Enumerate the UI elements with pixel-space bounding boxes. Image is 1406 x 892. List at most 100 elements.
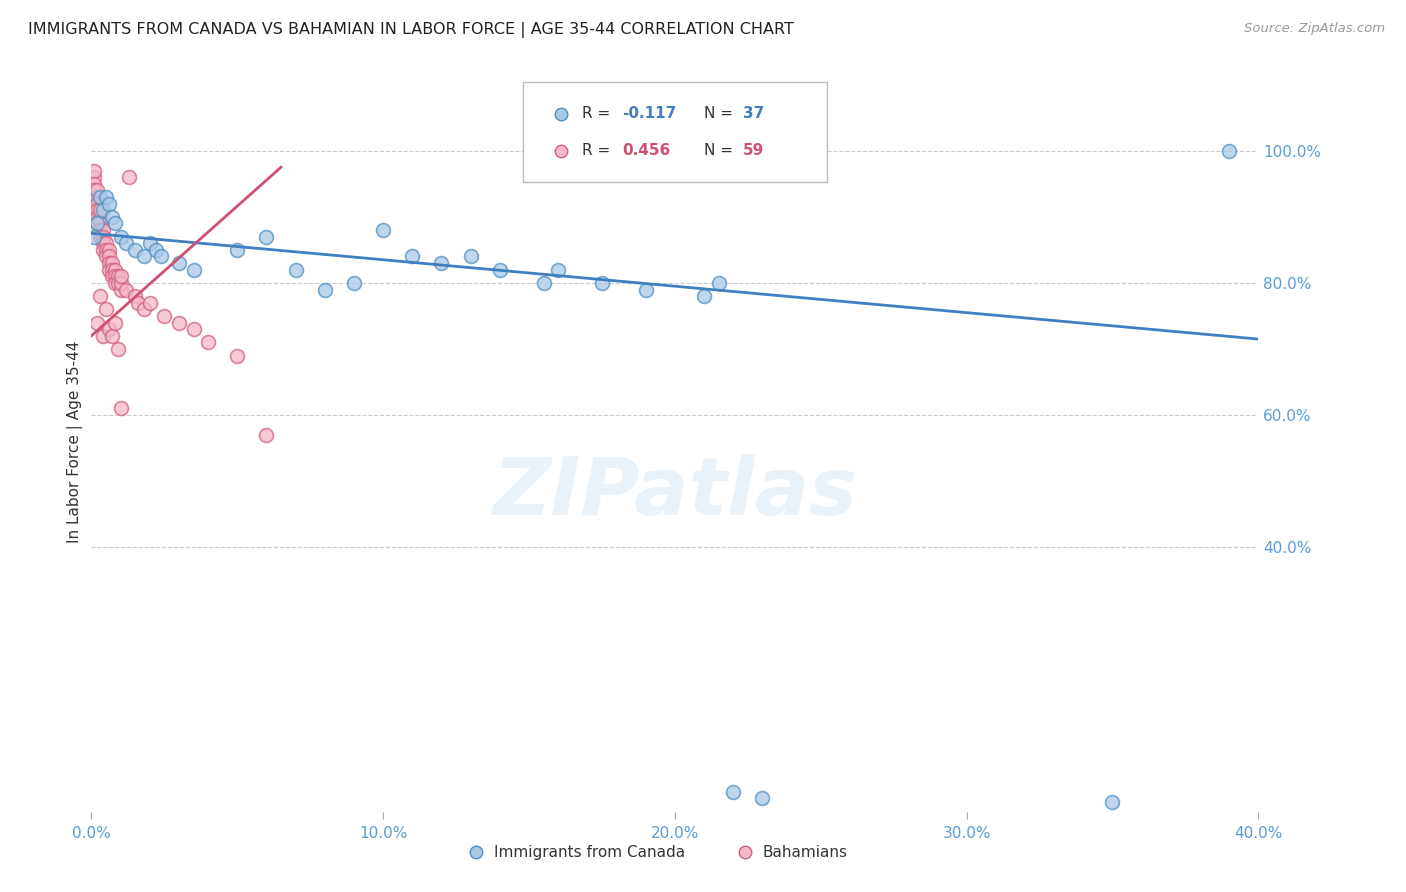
Point <box>107 269 129 284</box>
Point <box>101 328 124 343</box>
Point <box>723 785 745 799</box>
Point <box>547 262 569 277</box>
Point <box>145 243 167 257</box>
Point <box>86 190 108 204</box>
Point <box>89 203 111 218</box>
Point <box>83 229 105 244</box>
Point <box>101 269 124 284</box>
Point <box>86 316 108 330</box>
Point <box>371 223 394 237</box>
Point <box>89 289 111 303</box>
Text: R =: R = <box>582 106 614 121</box>
Point <box>97 196 120 211</box>
Point <box>489 262 512 277</box>
Point <box>104 269 127 284</box>
Point <box>226 349 249 363</box>
Point <box>167 316 190 330</box>
Point <box>83 183 105 197</box>
Point <box>138 236 162 251</box>
Point <box>591 276 613 290</box>
Point <box>254 428 277 442</box>
Point <box>150 250 173 264</box>
Point <box>101 256 124 270</box>
Point <box>110 283 132 297</box>
Point <box>115 283 138 297</box>
Point <box>91 236 114 251</box>
Point <box>91 229 114 244</box>
Point <box>91 328 114 343</box>
Point <box>343 276 366 290</box>
Point <box>91 203 114 218</box>
Text: ZIPatlas: ZIPatlas <box>492 454 858 533</box>
Point <box>226 243 249 257</box>
Text: 0.456: 0.456 <box>623 143 671 158</box>
Point <box>132 302 155 317</box>
Point <box>101 262 124 277</box>
Point <box>1101 795 1123 809</box>
Text: Source: ZipAtlas.com: Source: ZipAtlas.com <box>1244 22 1385 36</box>
Point <box>127 295 149 310</box>
Point <box>94 250 117 264</box>
Point <box>89 210 111 224</box>
Point <box>94 190 117 204</box>
Point <box>1218 144 1240 158</box>
Point <box>167 256 190 270</box>
Point <box>83 170 105 185</box>
Point <box>183 262 205 277</box>
Point <box>94 302 117 317</box>
Point <box>430 256 453 270</box>
Point <box>97 256 120 270</box>
Point <box>115 236 138 251</box>
Text: N =: N = <box>704 143 738 158</box>
Point <box>153 309 176 323</box>
Point <box>101 210 124 224</box>
Point <box>110 269 132 284</box>
Point <box>110 276 132 290</box>
Text: Bahamians: Bahamians <box>762 845 848 860</box>
Point <box>132 250 155 264</box>
Point <box>693 289 716 303</box>
Point <box>401 250 423 264</box>
Point <box>91 243 114 257</box>
Point <box>110 401 132 416</box>
Point <box>91 223 114 237</box>
Point <box>183 322 205 336</box>
Point <box>104 276 127 290</box>
Point <box>86 216 108 230</box>
Text: IMMIGRANTS FROM CANADA VS BAHAMIAN IN LABOR FORCE | AGE 35-44 CORRELATION CHART: IMMIGRANTS FROM CANADA VS BAHAMIAN IN LA… <box>28 22 794 38</box>
Point <box>314 283 336 297</box>
Point <box>124 243 146 257</box>
Point <box>97 262 120 277</box>
Text: R =: R = <box>582 143 614 158</box>
Point <box>86 196 108 211</box>
Text: 59: 59 <box>742 143 763 158</box>
Point <box>83 190 105 204</box>
Text: -0.117: -0.117 <box>623 106 676 121</box>
Point <box>97 322 120 336</box>
Point <box>107 342 129 356</box>
Point <box>634 283 657 297</box>
Point <box>197 335 219 350</box>
Point <box>124 289 146 303</box>
Point <box>110 229 132 244</box>
Point <box>104 316 127 330</box>
Point <box>254 229 277 244</box>
Point <box>138 295 162 310</box>
Point <box>104 262 127 277</box>
Point <box>83 163 105 178</box>
Point <box>89 229 111 244</box>
Y-axis label: In Labor Force | Age 35-44: In Labor Force | Age 35-44 <box>67 341 83 542</box>
Text: 37: 37 <box>742 106 763 121</box>
Point <box>707 276 730 290</box>
Text: Immigrants from Canada: Immigrants from Canada <box>494 845 685 860</box>
Point <box>97 250 120 264</box>
Text: N =: N = <box>704 106 738 121</box>
Point <box>94 243 117 257</box>
Point <box>97 243 120 257</box>
Point <box>86 216 108 230</box>
Point <box>533 276 555 290</box>
Point <box>107 276 129 290</box>
Point <box>118 170 141 185</box>
Point <box>86 203 108 218</box>
Point <box>751 791 773 805</box>
